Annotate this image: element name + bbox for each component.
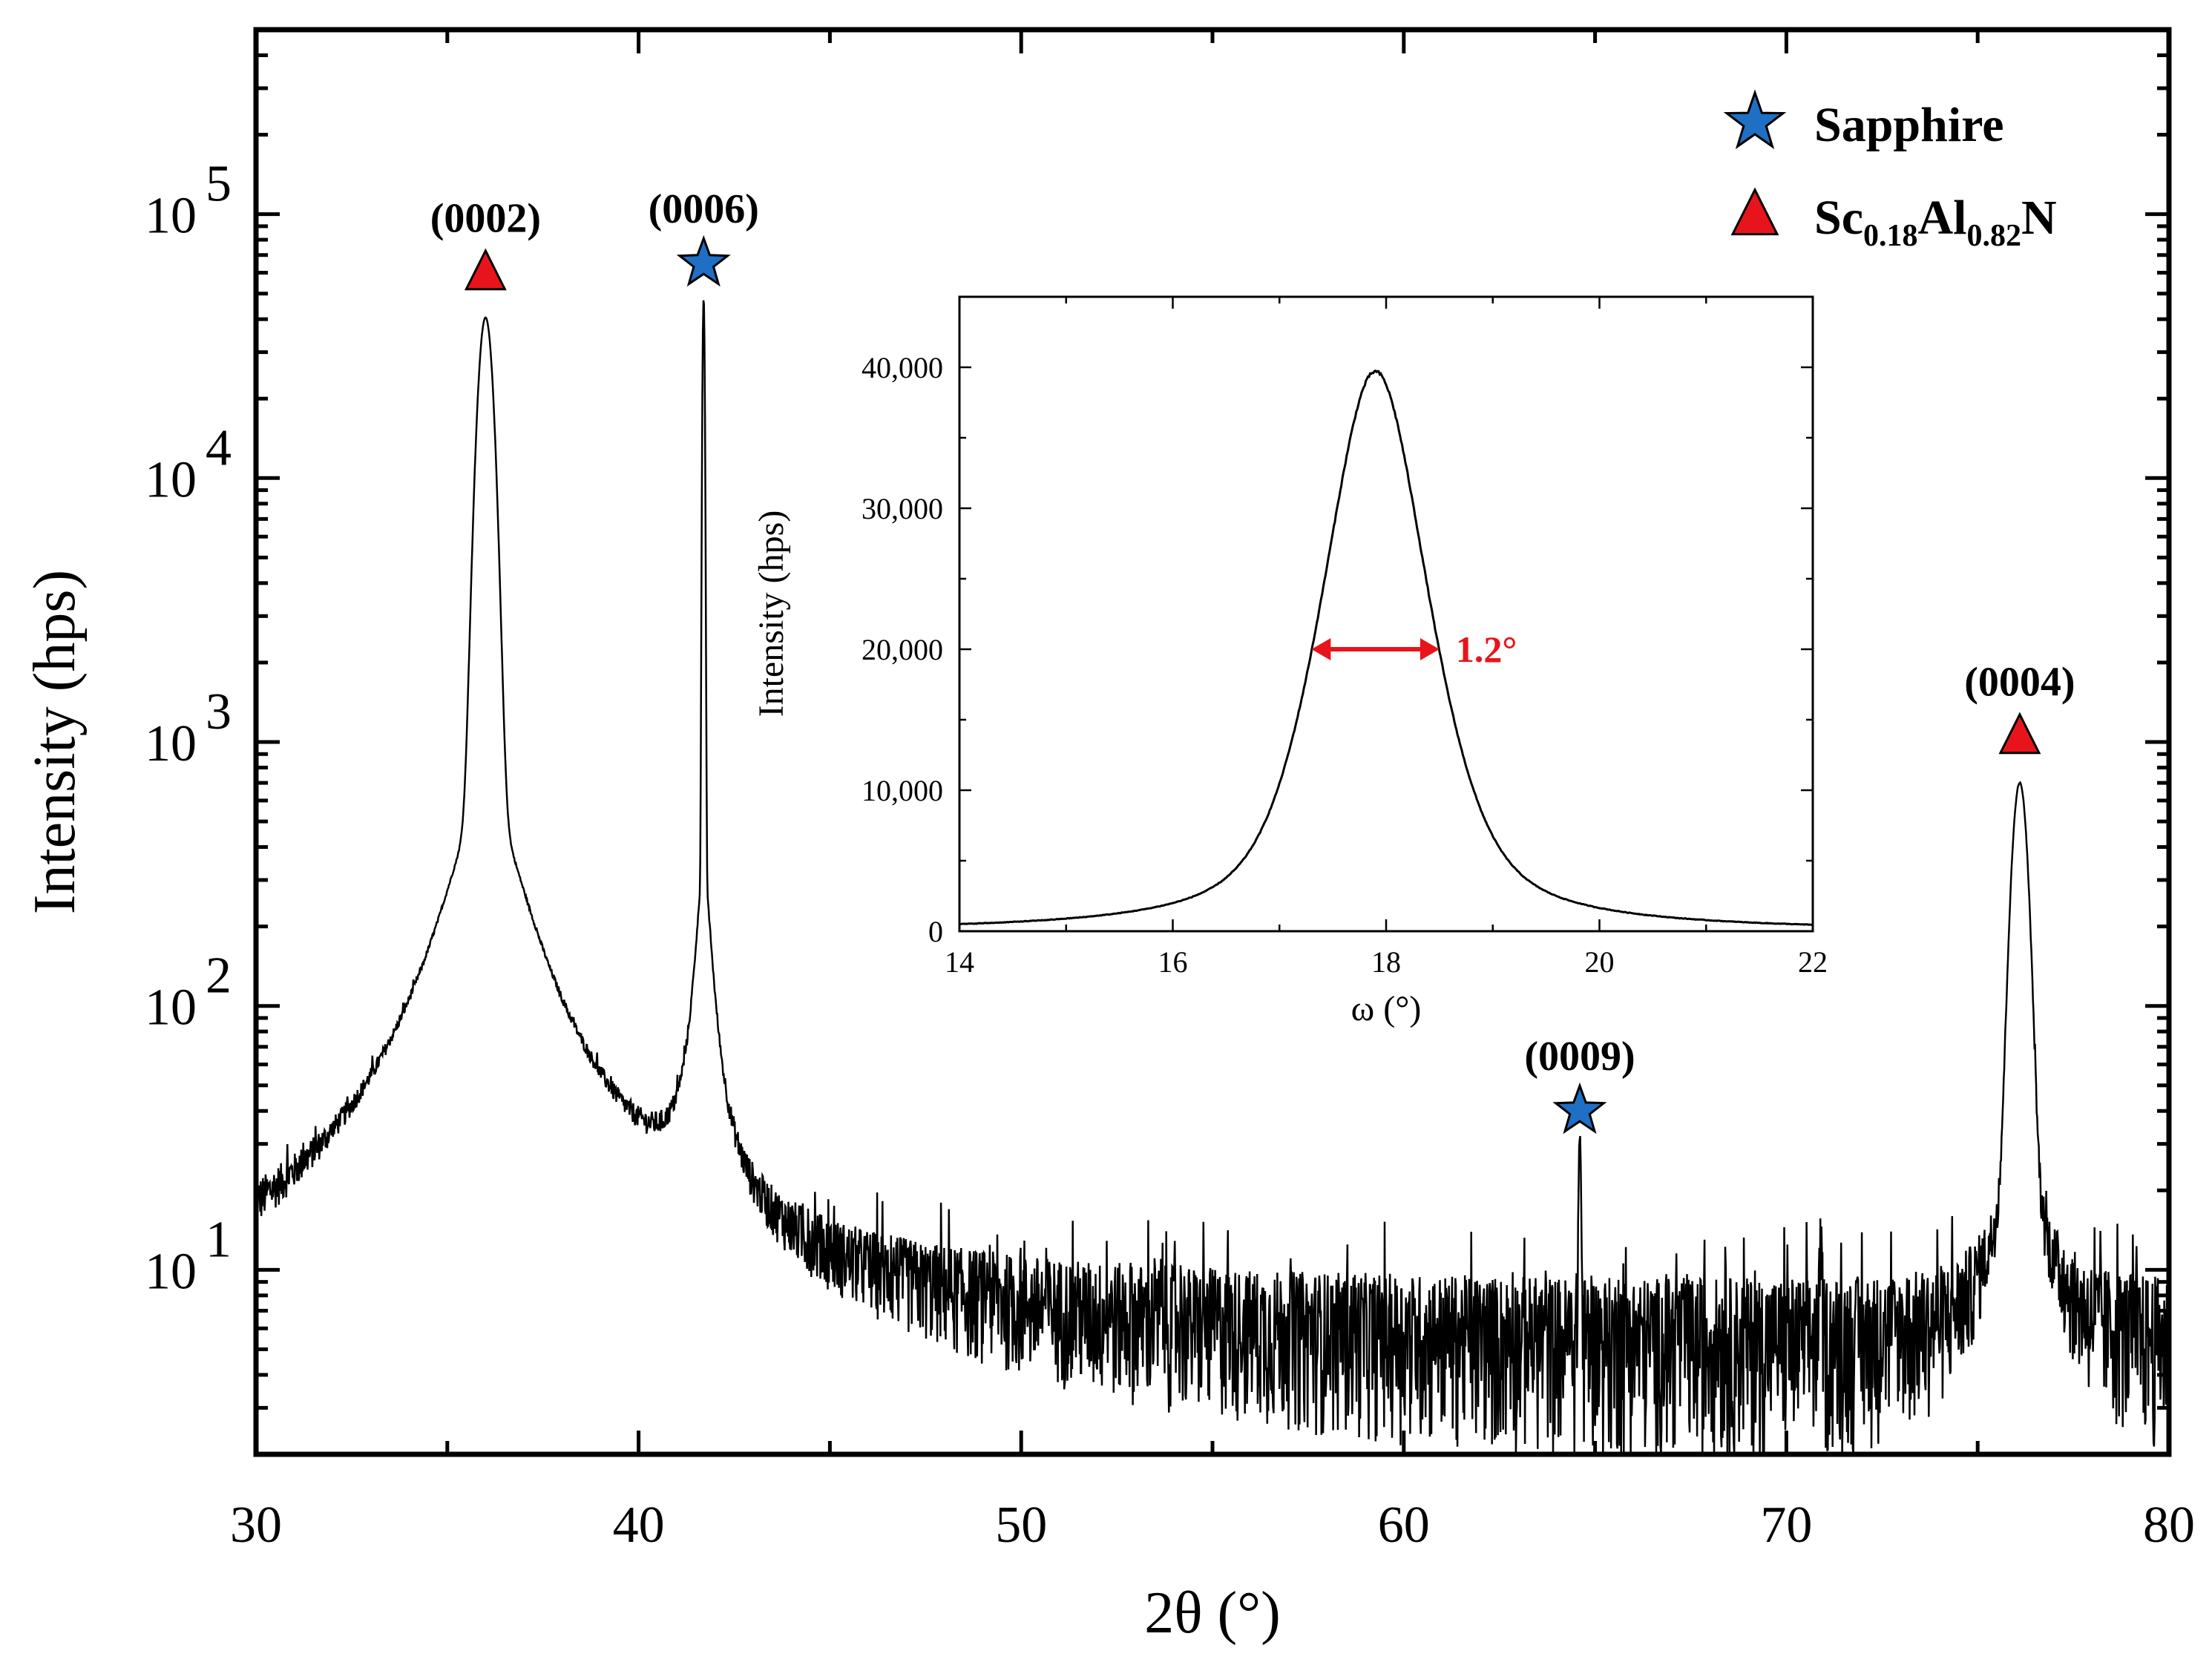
legend-label-part: N: [2021, 191, 2057, 245]
inset-y-tick-label: 10,000: [862, 774, 943, 807]
inset-y-tick-label: 30,000: [862, 492, 943, 525]
inset-x-tick-label: 20: [1585, 945, 1615, 979]
legend-label-part: Sc: [1814, 191, 1863, 245]
legend: Sapphire Sc0.18Al0.82N: [1723, 89, 2057, 253]
scaln-triangle-icon: [464, 248, 507, 291]
fwhm-annotation: 1.2°: [1311, 628, 1517, 670]
inset-y-tick-label: 40,000: [862, 351, 943, 384]
main-x-tick-label: 60: [1378, 1497, 1430, 1554]
main-data: [255, 300, 2170, 1455]
inset-series-line: [959, 369, 1814, 927]
main-y-tick-exponent: 3: [206, 683, 232, 741]
main-x-tick-labels: 30 40 50 60 70 80: [230, 1497, 2195, 1554]
fwhm-label: 1.2°: [1456, 628, 1517, 670]
inset-x-tick-label: 14: [945, 945, 974, 979]
main-y-tick-label: 10: [145, 979, 197, 1037]
main-y-axis-label: Intensity (hps): [22, 570, 88, 914]
star-icon: [1723, 89, 1787, 150]
main-y-tick-label: 10: [145, 1243, 197, 1300]
scaln-triangle-icon: [1998, 712, 2041, 755]
legend-label-scaln: Sc0.18Al0.82N: [1814, 191, 2057, 253]
peak-label: (0002): [430, 196, 541, 242]
main-y-tick-exponent: 1: [206, 1211, 232, 1268]
main-x-tick-label: 30: [230, 1497, 282, 1554]
main-y-tick-label: 10: [145, 188, 197, 245]
main-y-tick-exponent: 2: [206, 948, 232, 1005]
legend-label-sapphire: Sapphire: [1814, 98, 2004, 152]
inset-x-tick-label: 16: [1158, 945, 1188, 979]
peak-label: (0009): [1524, 1034, 1635, 1080]
main-x-axis-label: 2θ (°): [1144, 1580, 1281, 1646]
main-x-tick-label: 80: [2143, 1497, 2195, 1554]
fwhm-arrowhead-right: [1420, 638, 1440, 660]
inset-y-tick-label: 20,000: [862, 633, 943, 666]
peak-annotations: (0002) (0006) (0009) (0004): [430, 186, 2075, 1135]
inset-x-tick-labels: 14 16 18 20 22: [945, 945, 1828, 979]
main-y-tick-exponent: 4: [206, 419, 232, 476]
peak-label: (0004): [1964, 659, 2075, 705]
main-series-line: [255, 300, 2170, 1455]
legend-label-part: Al: [1918, 191, 1967, 245]
sapphire-star-icon: [1552, 1082, 1607, 1135]
main-x-tick-label: 50: [995, 1497, 1047, 1554]
inset-x-axis-label: ω (°): [1351, 989, 1422, 1028]
inset-y-tick-labels: 0 10,000 20,000 30,000 40,000: [862, 351, 943, 948]
main-axis-ticks: [254, 27, 2171, 1457]
inset-data: [959, 369, 1814, 927]
triangle-icon: [1730, 187, 1779, 236]
inset-x-tick-label: 22: [1798, 945, 1828, 979]
legend-label-subscript: 0.18: [1863, 219, 1918, 253]
inset-y-tick-label: 0: [928, 915, 943, 948]
main-x-tick-label: 40: [613, 1497, 665, 1554]
legend-sapphire-star-icon: [1723, 89, 1787, 150]
inset-plot: 14 16 18 20 22 0 10,000 20,000 30,000 40,000 1.2…: [752, 295, 1828, 1028]
peak-label: (0006): [649, 186, 759, 232]
main-y-tick-label: 10: [145, 715, 197, 772]
inset-x-tick-label: 18: [1371, 945, 1401, 979]
fwhm-arrowhead-left: [1311, 638, 1331, 660]
inset-axis-ticks: [958, 295, 1814, 933]
inset-plot-frame: [958, 295, 1814, 933]
main-x-tick-label: 70: [1760, 1497, 1812, 1554]
legend-scaln-triangle-icon: [1730, 187, 1779, 236]
main-y-tick-exponent: 5: [206, 156, 232, 213]
inset-y-axis-label: Intensity (hps): [752, 510, 791, 718]
main-y-tick-label: 10: [145, 451, 197, 508]
sapphire-star-icon: [676, 234, 731, 287]
legend-label-subscript: 0.82: [1967, 219, 2022, 253]
